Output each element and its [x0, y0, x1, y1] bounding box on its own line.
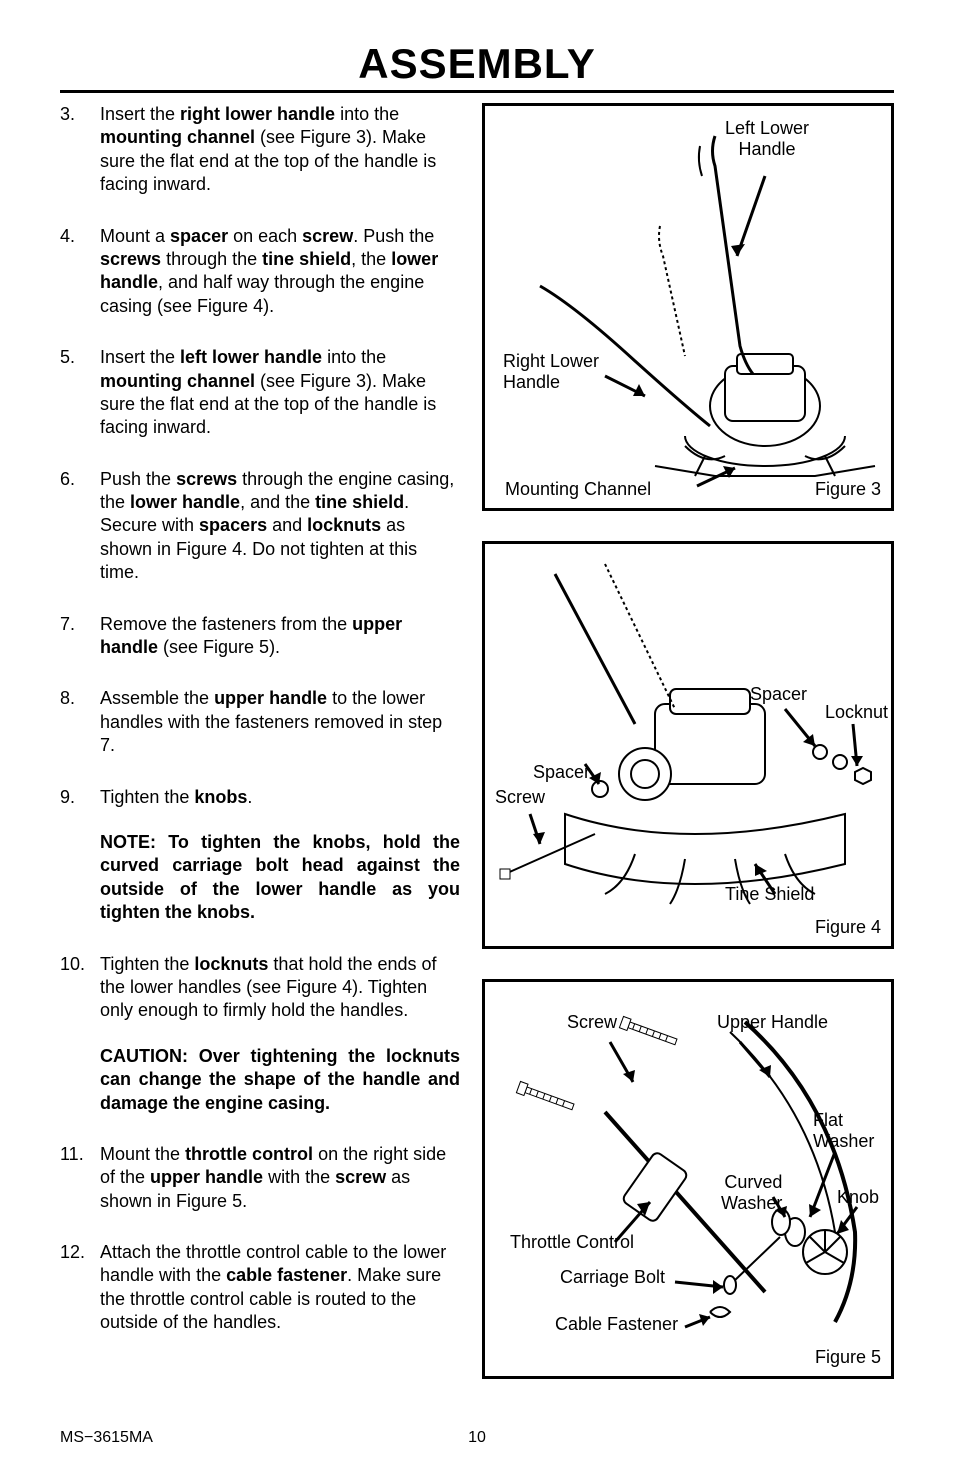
fig5-caption: Figure 5: [815, 1347, 881, 1368]
step5-b2: mounting channel: [100, 371, 255, 391]
step11-b1: throttle control: [185, 1144, 313, 1164]
step-7: Remove the fasteners from the upper hand…: [60, 613, 460, 660]
figure-5-svg: [485, 982, 891, 1376]
step-11: Mount the throttle control on the right …: [60, 1143, 460, 1213]
step6-b3: tine shield: [315, 492, 404, 512]
fig4-caption: Figure 4: [815, 917, 881, 938]
step11-b2: upper handle: [150, 1167, 263, 1187]
step6-b4: spacers: [199, 515, 267, 535]
step5-pre: Insert the: [100, 347, 180, 367]
step-12: Attach the throttle control cable to the…: [60, 1241, 460, 1335]
step11-pre: Mount the: [100, 1144, 185, 1164]
footer-page: 10: [468, 1429, 486, 1447]
fig5-carriage-bolt-label: Carriage Bolt: [560, 1267, 665, 1288]
title-rule: [60, 90, 894, 93]
fig4-spacer-left-label: Spacer: [533, 762, 590, 783]
step4-pre: Mount a: [100, 226, 170, 246]
step6-mid4: and: [267, 515, 307, 535]
step-9: Tighten the knobs.: [60, 786, 460, 809]
step5-b1: left lower handle: [180, 347, 322, 367]
figure-3-svg: [485, 106, 891, 508]
step4-b4: tine shield: [262, 249, 351, 269]
step-3: Insert the right lower handle into the m…: [60, 103, 460, 197]
fig3-left-lower-handle-label: Left Lower Handle: [725, 118, 809, 160]
step-10: Tighten the locknuts that hold the ends …: [60, 953, 460, 1023]
columns: Insert the right lower handle into the m…: [60, 103, 894, 1379]
step9-b1: knobs: [194, 787, 247, 807]
fig5-upper-handle-label: Upper Handle: [717, 1012, 828, 1033]
figure-4: Spacer Locknut Spacer Screw Tine Shield …: [482, 541, 894, 949]
figure-3: Left Lower Handle Right Lower Handle Mou…: [482, 103, 894, 511]
fig5-throttle-control-label: Throttle Control: [510, 1232, 634, 1253]
fig3-caption: Figure 3: [815, 479, 881, 500]
step6-b5: lock­nuts: [307, 515, 381, 535]
step4-mid4: , the: [351, 249, 391, 269]
step6-b2: lower handle: [130, 492, 240, 512]
step3-b2: mounting channel: [100, 127, 255, 147]
step9-pre: Tighten the: [100, 787, 194, 807]
step11-mid2: with the: [263, 1167, 335, 1187]
right-column: Left Lower Handle Right Lower Handle Mou…: [482, 103, 894, 1379]
page: ASSEMBLY Insert the right lower handle i…: [0, 0, 954, 1475]
step6-b1: screws: [176, 469, 237, 489]
fig5-knob-label: Knob: [837, 1187, 879, 1208]
step-6: Push the screws through the engine casin…: [60, 468, 460, 585]
step9-post: .: [247, 787, 252, 807]
step-4: Mount a spacer on each screw. Push the s…: [60, 225, 460, 319]
step6-pre: Push the: [100, 469, 176, 489]
step3-b1: right lower handle: [180, 104, 335, 124]
fig5-flat-washer-label: Flat Washer: [813, 1110, 874, 1152]
step8-pre: Assemble the: [100, 688, 214, 708]
fig4-screw-label: Screw: [495, 787, 545, 808]
caution-locknuts: CAUTION: Over tightening the lock­nuts c…: [60, 1045, 460, 1115]
step7-pre: Remove the fasteners from the: [100, 614, 352, 634]
step4-b2: screw: [302, 226, 353, 246]
step11-b3: screw: [335, 1167, 386, 1187]
step4-mid1: on each: [228, 226, 302, 246]
step3-pre: Insert the: [100, 104, 180, 124]
fig5-cable-fastener-label: Cable Fastener: [555, 1314, 678, 1335]
note-knobs: NOTE: To tighten the knobs, hold the cur…: [60, 831, 460, 925]
step8-b1: upper handle: [214, 688, 327, 708]
step10-pre: Tighten the: [100, 954, 194, 974]
steps-list-2: Tighten the locknuts that hold the ends …: [60, 953, 460, 1023]
step4-b3: screws: [100, 249, 161, 269]
step4-b1: spacer: [170, 226, 228, 246]
left-column: Insert the right lower handle into the m…: [60, 103, 460, 1379]
figure-4-svg: [485, 544, 891, 946]
footer: MS−3615MA 10: [60, 1429, 894, 1447]
step10-b1: locknuts: [194, 954, 268, 974]
fig3-mounting-channel-label: Mounting Channel: [505, 479, 651, 500]
step7-post: (see Figure 5).: [158, 637, 280, 657]
steps-list: Insert the right lower handle into the m…: [60, 103, 460, 809]
fig4-tine-shield-label: Tine Shield: [725, 884, 814, 905]
steps-list-3: Mount the throttle control on the right …: [60, 1143, 460, 1335]
step4-mid2: . Push the: [353, 226, 434, 246]
fig4-locknut-label: Locknut: [825, 702, 888, 723]
step5-mid1: into the: [322, 347, 386, 367]
step4-mid3: through the: [161, 249, 262, 269]
step-8: Assemble the upper handle to the lower h…: [60, 687, 460, 757]
figure-5: Screw Upper Handle Flat Washer Curved Wa…: [482, 979, 894, 1379]
fig3-right-lower-handle-label: Right Lower Handle: [503, 351, 599, 393]
fig5-screw-label: Screw: [567, 1012, 617, 1033]
step6-mid2: , and the: [240, 492, 315, 512]
fig5-curved-washer-label: Curved Washer: [721, 1172, 782, 1214]
page-title: ASSEMBLY: [60, 40, 894, 88]
footer-doc: MS−3615MA: [60, 1429, 153, 1447]
step-5: Insert the left lower handle into the mo…: [60, 346, 460, 440]
step12-b1: cable fastener: [226, 1265, 347, 1285]
step3-mid1: into the: [335, 104, 399, 124]
fig4-spacer-top-label: Spacer: [750, 684, 807, 705]
